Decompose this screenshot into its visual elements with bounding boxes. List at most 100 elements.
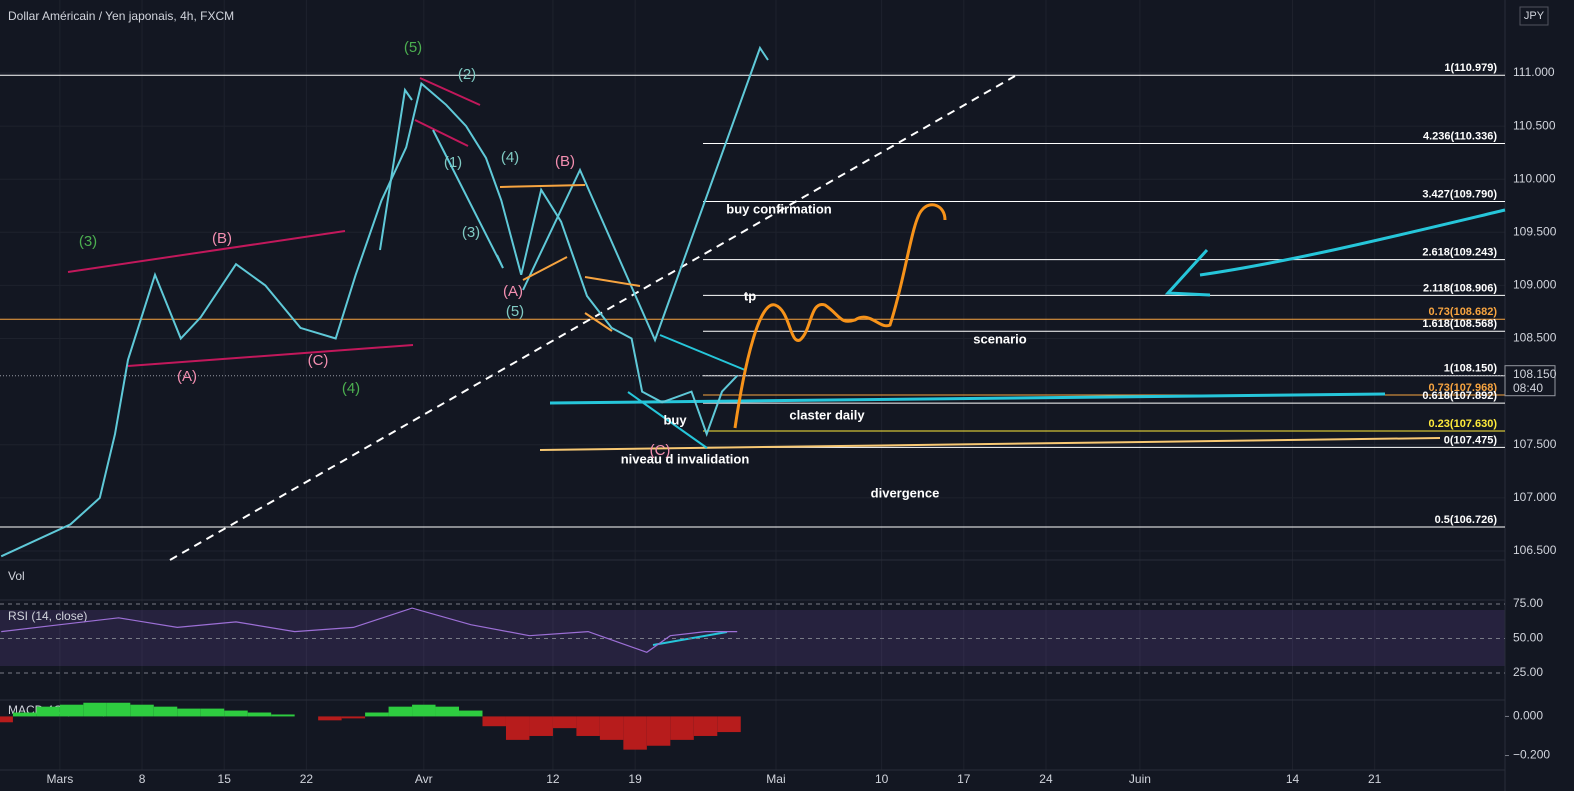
fib-label: 2.618(109.243) — [1422, 247, 1497, 259]
x-tick-label: 19 — [628, 772, 642, 786]
y-tick-label: 109.500 — [1513, 224, 1557, 238]
currency: JPY — [1524, 10, 1545, 22]
macd-bar — [717, 716, 741, 733]
y-tick-label: 107.500 — [1513, 437, 1557, 451]
y-tick-label: 108.500 — [1513, 331, 1557, 345]
y-tick-label: 107.000 — [1513, 490, 1557, 504]
macd-bar — [341, 716, 366, 719]
fib-label: 0.5(106.726) — [1435, 514, 1498, 526]
trendline — [584, 276, 641, 287]
fib-label: 0.73(108.682) — [1429, 306, 1498, 318]
x-tick-label: 22 — [300, 772, 314, 786]
y-tick-label: 106.500 — [1513, 543, 1557, 557]
note: buy — [663, 412, 687, 427]
wave-label: (3) — [79, 233, 97, 250]
macd-bar — [552, 716, 577, 729]
arrow — [379, 87, 413, 251]
y-tick-label: 109.000 — [1513, 278, 1557, 292]
last-price-time: 08:40 — [1513, 381, 1543, 395]
scenario-path — [733, 203, 947, 429]
arrow — [522, 45, 769, 343]
macd-bar — [388, 706, 413, 717]
note: divergence — [871, 485, 940, 500]
macd-bar — [0, 716, 13, 723]
trendline — [627, 391, 708, 449]
drawings — [67, 45, 1506, 646]
note: tp — [744, 288, 756, 303]
wave-label: (A) — [503, 283, 523, 300]
macd-bar — [200, 708, 225, 717]
wave-label: (B) — [212, 230, 232, 247]
x-tick-label: 24 — [1039, 772, 1053, 786]
fib-label: 2.118(108.906) — [1423, 282, 1497, 294]
x-tick-label: 17 — [957, 772, 971, 786]
note: buy confirmation — [726, 201, 832, 216]
x-tick-label: 21 — [1368, 772, 1382, 786]
macd-tick-label: −0.200 — [1513, 748, 1550, 762]
macd-bar — [529, 716, 553, 736]
wave-label: (1) — [444, 154, 462, 171]
macd-bar — [271, 714, 295, 717]
fib-label: 0.23(107.630) — [1429, 418, 1498, 430]
trendline — [127, 344, 414, 367]
trendline — [549, 392, 1386, 405]
wave-label: (4) — [501, 149, 519, 166]
x-tick-label: 15 — [218, 772, 232, 786]
last-price-box — [1504, 365, 1556, 397]
grid — [0, 0, 1505, 770]
rsi-line — [1, 607, 738, 653]
x-tick-label: Mars — [47, 772, 74, 786]
wave-label: (A) — [177, 368, 197, 385]
price-line — [0, 81, 738, 558]
wave-label: (5) — [506, 303, 524, 320]
x-tick-label: 12 — [546, 772, 560, 786]
fib-label: 0.73(107.968) — [1429, 382, 1498, 394]
macd-bar — [576, 716, 600, 736]
macd-bar — [177, 708, 201, 717]
macd-bar — [83, 702, 107, 717]
macd-bar — [59, 704, 84, 717]
fib-label: 1.618(108.568) — [1422, 318, 1497, 330]
trendline — [584, 312, 613, 332]
trendline — [414, 119, 469, 147]
x-tick-label: 10 — [875, 772, 889, 786]
macd-bar — [599, 716, 624, 740]
macd-bar — [435, 706, 460, 717]
macd-bar — [12, 712, 37, 717]
macd-bar — [482, 716, 506, 727]
macd-tick-label: 0.000 — [1513, 709, 1543, 723]
trendline — [67, 230, 346, 273]
trendline — [499, 184, 586, 188]
chart-title: Dollar Américain / Yen japonais, 4h, FXC… — [8, 9, 234, 23]
x-tick-label: Mai — [766, 772, 785, 786]
wave-label: (3) — [462, 224, 480, 241]
note: niveau d invalidation — [621, 451, 750, 466]
wave-label: (5) — [404, 39, 422, 56]
x-tick-label: Juin — [1129, 772, 1151, 786]
wave-label: (4) — [342, 380, 360, 397]
y-tick-label: 110.000 — [1513, 171, 1556, 185]
macd-bar — [670, 716, 694, 740]
wave-label: (C) — [650, 442, 671, 459]
x-tick-label: 8 — [139, 772, 146, 786]
macd-bar — [505, 716, 530, 740]
fib-label: 4.236(110.336) — [1423, 130, 1497, 142]
wave-label: (C) — [308, 352, 329, 369]
note: claster daily — [789, 407, 865, 422]
macd-bar — [130, 704, 154, 717]
trendline — [419, 77, 481, 106]
trendline — [659, 334, 746, 371]
arrow — [432, 129, 504, 269]
arrow — [1164, 248, 1211, 297]
rsi-label: RSI (14, close) — [8, 609, 87, 623]
macd-bar — [623, 716, 647, 750]
wave-label: (2) — [458, 66, 476, 83]
macd-bar — [365, 712, 389, 717]
fib-label: 3.427(109.790) — [1422, 188, 1497, 200]
fib-label: 0.618(107.892) — [1422, 390, 1497, 402]
macd-bar — [459, 710, 483, 717]
rsi-tick-label: 75.00 — [1513, 596, 1543, 610]
rsi-tick-label: 50.00 — [1513, 631, 1543, 645]
macd-bar — [247, 712, 272, 717]
curve — [1199, 208, 1506, 277]
